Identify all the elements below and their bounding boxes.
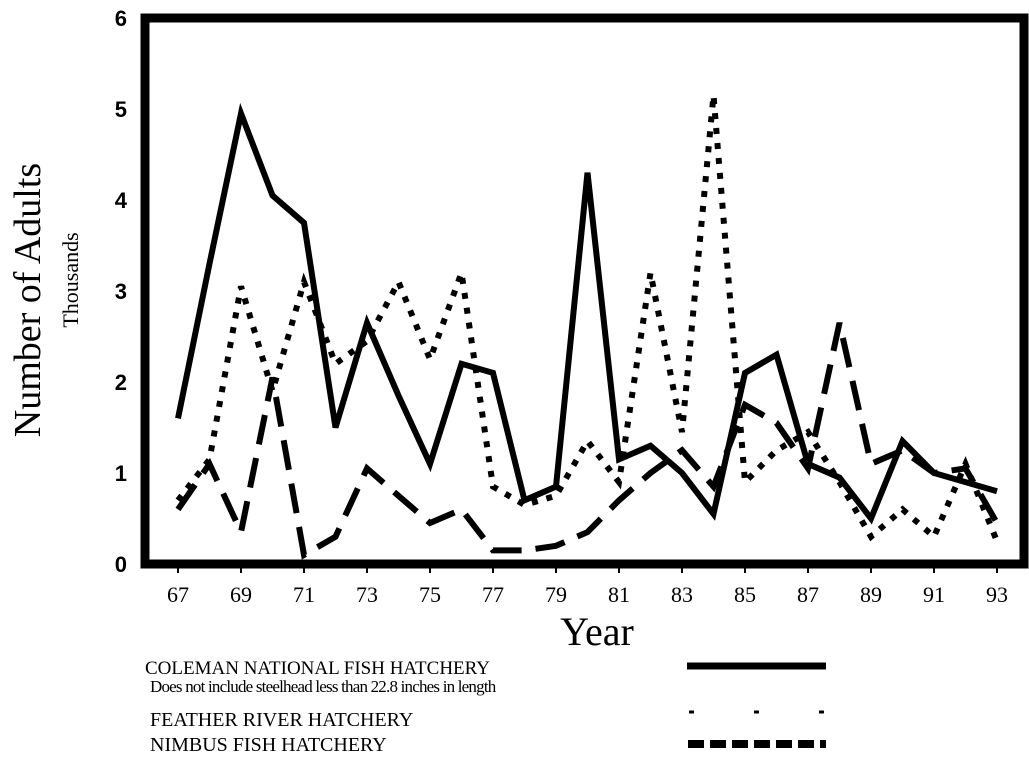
y-axis-label: Number of Adults — [7, 163, 49, 437]
x-tick-label: 81 — [608, 582, 630, 607]
y-axis-sublabel: Thousands — [58, 232, 83, 327]
y-tick-label: 1 — [115, 461, 127, 486]
x-tick-label: 93 — [986, 582, 1008, 607]
x-tick-label: 79 — [545, 582, 567, 607]
plot-border — [140, 13, 1029, 569]
x-tick-label: 73 — [356, 582, 378, 607]
x-tick-label: 75 — [419, 582, 441, 607]
x-tick-label: 71 — [293, 582, 315, 607]
x-tick-label: 83 — [671, 582, 693, 607]
y-tick-label: 0 — [115, 552, 127, 577]
x-tick-label: 91 — [923, 582, 945, 607]
series-layer — [175, 95, 1000, 560]
y-tick-label: 3 — [115, 279, 127, 304]
plot-frame — [140, 13, 1029, 569]
legend-label-coleman: COLEMAN NATIONAL FISH HATCHERY — [145, 658, 490, 679]
legend-label-nimbus: NIMBUS FISH HATCHERY — [150, 734, 387, 756]
x-tick-label: 89 — [860, 582, 882, 607]
x-tick-label: 85 — [734, 582, 756, 607]
x-tick-label: 67 — [167, 582, 189, 607]
legend-note-coleman: Does not include steelhead less than 22.… — [150, 677, 496, 696]
x-tick-label: 77 — [482, 582, 504, 607]
series-line-coleman-national-fish-hatchery — [175, 102, 998, 525]
y-axis-ticks: 0 1 2 3 4 5 6 — [115, 6, 128, 577]
y-tick-label: 2 — [115, 370, 127, 395]
x-tick-label: 87 — [797, 582, 819, 607]
series-line-feather-river-hatchery — [175, 95, 1000, 543]
y-tick-label: 4 — [115, 188, 128, 213]
x-axis-ticks: 67 69 71 73 75 77 79 81 83 85 87 89 91 93 — [167, 567, 1008, 607]
series-line-nimbus-fish-hatchery — [175, 322, 1000, 560]
x-axis-label: Year — [560, 609, 634, 654]
legend-label-feather: FEATHER RIVER HATCHERY — [150, 709, 414, 731]
y-tick-label: 6 — [115, 6, 127, 31]
y-tick-label: 5 — [115, 97, 127, 122]
x-tick-label: 69 — [230, 582, 252, 607]
